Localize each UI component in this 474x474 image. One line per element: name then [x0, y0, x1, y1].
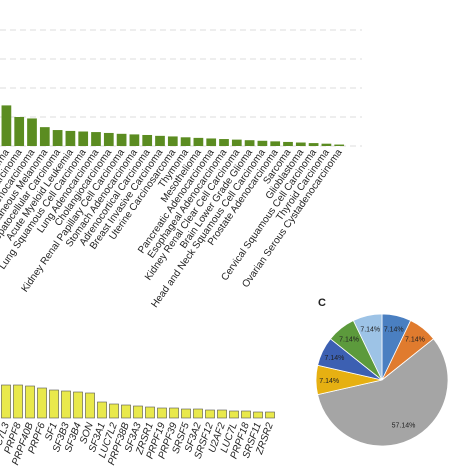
bar: [244, 140, 255, 146]
bar: [193, 137, 204, 146]
slice-label: 7.14%: [319, 378, 339, 385]
bar: [27, 118, 37, 146]
bar: [116, 133, 127, 146]
bar: [65, 130, 76, 146]
bar: [61, 390, 71, 419]
bar: [109, 403, 119, 419]
bar: [49, 389, 59, 419]
slice-label: 7.14%: [339, 337, 359, 344]
bar: [181, 408, 191, 419]
bar: [334, 144, 345, 146]
bar: [121, 404, 131, 419]
bar: [193, 408, 203, 419]
pie-slice: [352, 313, 383, 381]
bar: [206, 138, 217, 146]
bar: [14, 117, 25, 146]
bar: [145, 406, 155, 419]
slice-label: 7.14%: [405, 337, 425, 344]
bar: [167, 136, 178, 146]
bar: [142, 134, 153, 146]
x-tick-label: LUC7L3: [0, 421, 12, 460]
bar: [265, 411, 275, 419]
bar: [169, 407, 179, 419]
bar: [270, 141, 281, 146]
bar: [1, 105, 12, 146]
bar: [283, 141, 293, 146]
bar: [321, 143, 332, 146]
panel-label: C: [318, 297, 326, 309]
bar: [103, 132, 114, 146]
bar: [205, 409, 215, 419]
bar: [37, 387, 47, 419]
bar: [217, 409, 227, 419]
slice-label: 7.14%: [325, 355, 345, 362]
bar: [97, 401, 107, 419]
bar: [129, 134, 140, 146]
bar: [91, 132, 101, 146]
bar: [39, 127, 50, 146]
bar: [85, 392, 95, 419]
bar: [241, 410, 251, 419]
bar: [73, 391, 83, 419]
bar: [78, 131, 89, 146]
bar: [229, 410, 239, 419]
slice-label: 7.14%: [360, 327, 380, 334]
bar: [13, 384, 23, 419]
slice-label: 57.14%: [392, 423, 416, 430]
bar: [180, 137, 191, 146]
bar: [52, 130, 63, 146]
bar: [25, 385, 35, 419]
bar: [1, 384, 11, 419]
bar: [133, 405, 143, 419]
bar: [155, 135, 165, 146]
bar: [231, 139, 242, 146]
bar: [253, 411, 263, 419]
bar: [308, 143, 319, 146]
bar: [219, 139, 229, 146]
pie-slice: [317, 338, 449, 447]
slice-label: 7.14%: [384, 327, 404, 334]
bar: [257, 140, 268, 146]
bar: [157, 407, 167, 419]
bar: [295, 142, 306, 146]
